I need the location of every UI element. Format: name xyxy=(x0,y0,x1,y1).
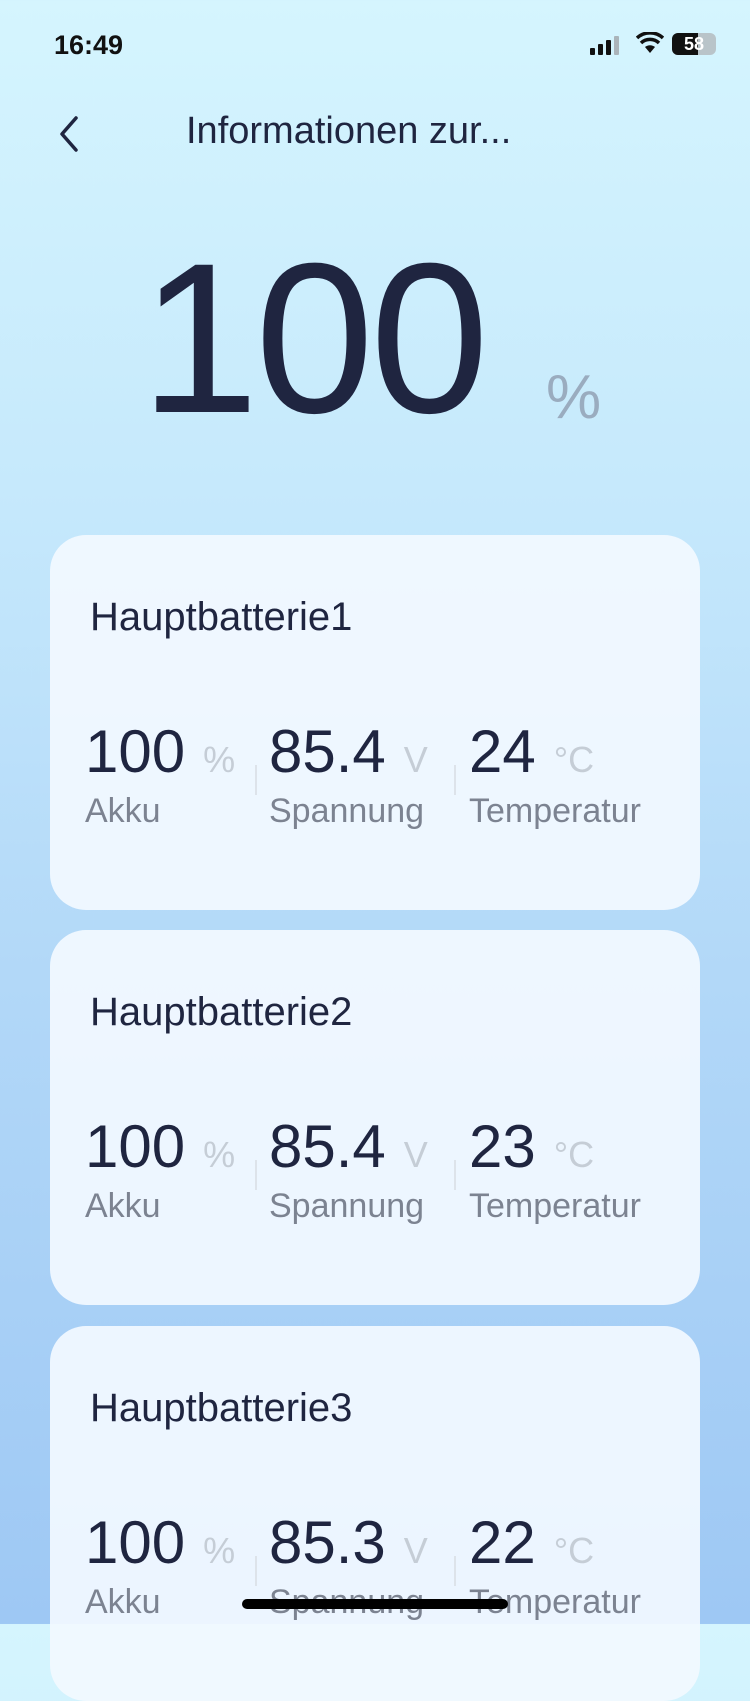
voltage-label: Spannung xyxy=(269,792,425,830)
page-title: Informationen zur... xyxy=(186,110,512,152)
voltage-stat: 85.4 V Spannung xyxy=(269,717,428,831)
status-time: 16:49 xyxy=(54,30,124,60)
voltage-unit: V xyxy=(403,1530,428,1571)
charge-label: Akku xyxy=(85,1583,161,1621)
charge-unit: % xyxy=(203,1530,236,1571)
temperature-stat: 23 °C Temperatur xyxy=(469,1112,641,1226)
temperature-stat: 22 °C Temperatur xyxy=(469,1508,641,1622)
voltage-unit: V xyxy=(403,1134,428,1175)
cellular-signal-icon xyxy=(590,36,619,55)
battery-card[interactable]: Hauptbatterie2 100% Akku 85.4 V Spannung … xyxy=(50,930,700,1305)
total-charge-value: 100 xyxy=(140,219,489,458)
divider xyxy=(454,1556,456,1586)
temperature-value: 23 xyxy=(469,1113,536,1180)
charge-value: 100 xyxy=(85,1113,186,1180)
voltage-unit: V xyxy=(403,739,428,780)
temperature-stat: 24 °C Temperatur xyxy=(469,717,641,831)
temperature-label: Temperatur xyxy=(469,792,641,830)
battery-icon: 58 xyxy=(672,33,716,55)
charge-unit: % xyxy=(203,1134,236,1175)
temperature-unit: °C xyxy=(553,1134,595,1175)
voltage-label: Spannung xyxy=(269,1187,425,1225)
charge-label: Akku xyxy=(85,792,161,830)
temperature-label: Temperatur xyxy=(469,1187,641,1225)
divider xyxy=(255,1556,257,1586)
divider xyxy=(454,765,456,795)
status-bar: 16:49 58 xyxy=(0,0,750,90)
divider xyxy=(255,1160,257,1190)
battery-card[interactable]: Hauptbatterie3 100% Akku 85.3V Spannung … xyxy=(50,1326,700,1701)
battery-name: Hauptbatterie2 xyxy=(90,990,353,1034)
back-chevron-icon[interactable] xyxy=(54,112,94,156)
charge-stat: 100% Akku xyxy=(85,1508,235,1622)
temperature-unit: °C xyxy=(553,1530,595,1571)
battery-level: 58 xyxy=(683,34,705,54)
charge-value: 100 xyxy=(85,1509,186,1576)
divider xyxy=(255,765,257,795)
voltage-value: 85.3 xyxy=(269,1509,386,1576)
charge-label: Akku xyxy=(85,1187,161,1225)
total-charge-unit: % xyxy=(546,363,602,432)
charge-value: 100 xyxy=(85,718,186,785)
battery-name: Hauptbatterie3 xyxy=(90,1386,353,1430)
divider xyxy=(454,1160,456,1190)
wifi-icon xyxy=(636,32,664,53)
voltage-value: 85.4 xyxy=(269,718,386,785)
charge-unit: % xyxy=(203,739,236,780)
battery-name: Hauptbatterie1 xyxy=(90,595,353,639)
temperature-value: 24 xyxy=(469,718,536,785)
temperature-value: 22 xyxy=(469,1509,536,1576)
charge-stat: 100% Akku xyxy=(85,717,235,831)
voltage-value: 85.4 xyxy=(269,1113,386,1180)
temperature-unit: °C xyxy=(553,739,595,780)
home-indicator[interactable] xyxy=(242,1599,508,1609)
voltage-stat: 85.4 V Spannung xyxy=(269,1112,428,1226)
battery-card[interactable]: Hauptbatterie1 100% Akku 85.4 V Spannung … xyxy=(50,535,700,910)
charge-stat: 100% Akku xyxy=(85,1112,235,1226)
